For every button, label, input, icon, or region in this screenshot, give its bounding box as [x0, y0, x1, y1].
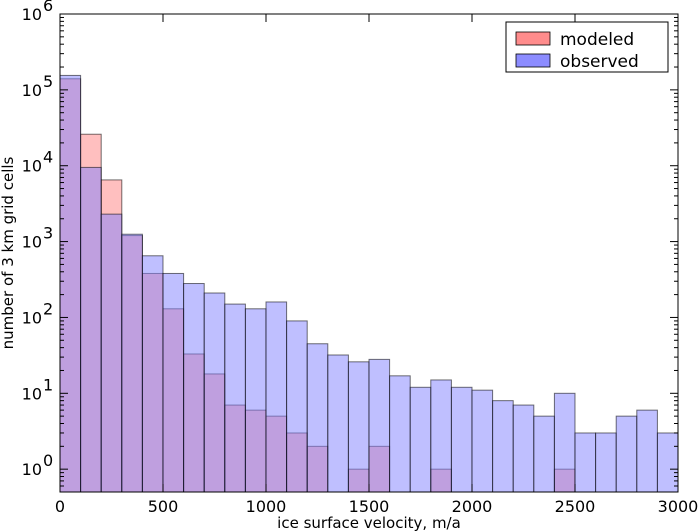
y-tick-label-6: 10 [22, 5, 42, 24]
x-tick-label-3000: 3000 [658, 497, 698, 516]
observed-bar-2800 [636, 409, 658, 493]
observed-bar-2900 [656, 432, 679, 493]
y-tick-exponent-6: 6 [43, 0, 53, 15]
observed-bar-1600 [389, 375, 411, 493]
y-tick-exponent-0: 0 [43, 451, 53, 470]
observed-bar-0 [59, 74, 82, 493]
legend-swatch-modeled [515, 31, 551, 46]
x-tick-label-2000: 2000 [452, 497, 493, 516]
observed-bar-2100 [492, 400, 514, 493]
observed-bar-500 [162, 272, 185, 493]
observed-bar-1700 [409, 386, 432, 493]
observed-bar-2200 [512, 404, 535, 493]
x-tick-label-1000: 1000 [246, 497, 287, 516]
legend: modeled observed [505, 21, 669, 73]
observed-bar-700 [203, 292, 226, 493]
observed-bar-2400 [553, 392, 576, 493]
y-tick-exponent-3: 3 [43, 224, 53, 243]
observed-bar-400 [141, 255, 164, 493]
x-tick-label-1500: 1500 [349, 497, 390, 516]
observed-bar-1200 [306, 343, 329, 493]
observed-bar-2000 [471, 389, 494, 493]
observed-bar-600 [183, 283, 205, 493]
y-tick-exponent-4: 4 [43, 148, 53, 167]
observed-bar-100 [80, 166, 102, 493]
y-tick-label-3: 10 [22, 233, 42, 252]
observed-bar-1300 [327, 354, 349, 493]
y-tick-label-0: 10 [22, 460, 42, 479]
x-axis-label: ice surface velocity, m/a [277, 514, 461, 531]
y-tick-label-1: 10 [22, 384, 42, 403]
observed-bar-1900 [450, 386, 473, 493]
observed-bar-2500 [574, 432, 597, 493]
legend-swatch-observed [515, 53, 551, 68]
x-tick-label-500: 500 [148, 497, 179, 516]
x-tick-label-0: 0 [55, 497, 65, 516]
observed-bar-2600 [595, 432, 617, 493]
observed-bars [59, 74, 679, 493]
observed-bar-1500 [368, 358, 391, 493]
observed-bar-900 [244, 308, 267, 493]
observed-bar-200 [100, 213, 123, 493]
legend-box [505, 21, 669, 73]
observed-bar-1400 [347, 361, 370, 493]
y-tick-label-4: 10 [22, 157, 42, 176]
observed-bar-1100 [286, 320, 308, 493]
observed-bar-2700 [615, 415, 638, 493]
y-tick-exponent-2: 2 [43, 299, 53, 318]
y-tick-label-5: 10 [22, 81, 42, 100]
observed-bar-2300 [533, 415, 555, 493]
x-tick-label-2500: 2500 [555, 497, 596, 516]
y-tick-label-2: 10 [22, 308, 42, 327]
legend-label-modeled: modeled [560, 30, 634, 50]
observed-bar-1000 [265, 301, 288, 493]
y-axis-label: number of 3 km grid cells [0, 156, 17, 349]
y-tick-exponent-5: 5 [43, 72, 53, 91]
legend-label-observed: observed [560, 52, 639, 72]
observed-bar-1800 [430, 379, 452, 493]
observed-bar-300 [121, 233, 143, 493]
observed-bar-800 [224, 303, 246, 493]
y-tick-exponent-1: 1 [43, 375, 53, 394]
